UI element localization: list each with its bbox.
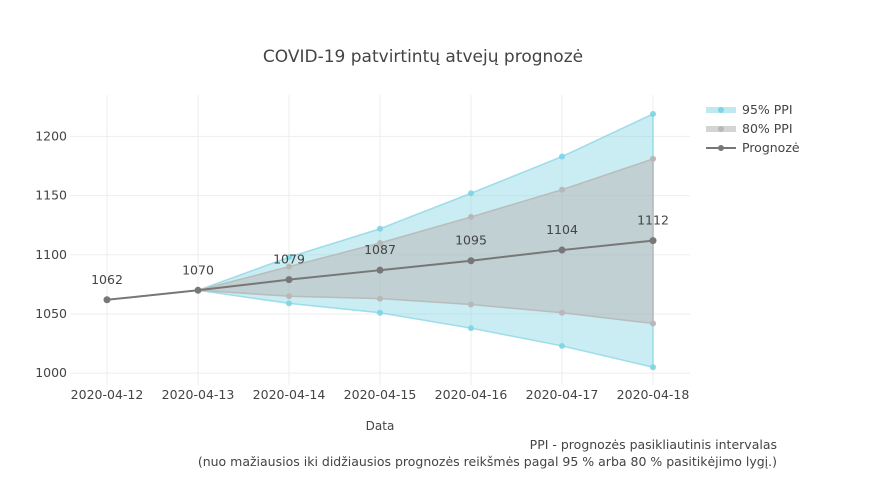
band-point-80: [377, 239, 383, 246]
y-tick-label: 1100: [35, 247, 67, 262]
forecast-data-label: 1062: [91, 272, 123, 287]
band-point-95: [286, 254, 292, 261]
band-point-95: [650, 364, 656, 371]
y-tick-label: 1050: [35, 306, 67, 321]
band-point-80: [286, 293, 292, 300]
forecast-data-label: 1095: [455, 233, 487, 248]
forecast-data-label: 1070: [182, 262, 214, 277]
forecast-point: [558, 246, 566, 254]
legend-item-95[interactable]: 95% PPI: [704, 100, 800, 119]
chart-title: COVID-19 patvirtintų atvejų prognozė: [262, 47, 584, 67]
forecast-point: [467, 257, 475, 265]
forecast-point: [285, 276, 293, 284]
band-point-95: [650, 110, 656, 117]
band-point-80: [286, 263, 292, 270]
y-tick-label: 1150: [35, 188, 67, 203]
x-tick-label: 2020-04-14: [253, 387, 326, 402]
legend: 95% PPI 80% PPI Prognozė: [704, 100, 800, 157]
forecast-data-label: 1104: [546, 222, 578, 237]
band-point-80: [468, 213, 474, 220]
x-tick-label: 2020-04-17: [526, 387, 599, 402]
band-point-80: [377, 295, 383, 302]
band-point-95: [559, 153, 565, 160]
legend-swatch-forecast-icon: [706, 144, 736, 151]
forecast-point: [649, 237, 657, 245]
band-point-95: [377, 225, 383, 232]
legend-item-forecast[interactable]: Prognozė: [704, 138, 800, 157]
forecast-data-label: 1087: [364, 242, 396, 257]
annotation-ppi-detail: (nuo mažiausios iki didžiausios prognozė…: [197, 454, 777, 469]
band-point-80: [650, 320, 656, 327]
band-point-80: [650, 155, 656, 162]
forecast-data-label: 1079: [273, 252, 305, 267]
band-point-95: [377, 309, 383, 316]
legend-swatch-95-icon: [706, 106, 736, 113]
x-axis-label: Data: [365, 419, 395, 433]
x-tick-label: 2020-04-13: [162, 387, 235, 402]
band-point-80: [559, 186, 565, 193]
x-tick-label: 2020-04-15: [344, 387, 417, 402]
band-point-80: [559, 309, 565, 316]
forecast-point: [194, 286, 202, 294]
legend-swatch-80-icon: [706, 125, 736, 132]
annotation-ppi: PPI - prognozės pasikliautinis intervala…: [529, 437, 777, 452]
band-point-95: [468, 190, 474, 197]
forecast-point: [103, 296, 111, 304]
x-tick-label: 2020-04-12: [71, 387, 144, 402]
band-point-95: [559, 342, 565, 349]
y-tick-label: 1200: [35, 128, 67, 143]
legend-label-80: 80% PPI: [742, 121, 793, 136]
band-point-80: [468, 301, 474, 308]
x-tick-label: 2020-04-18: [617, 387, 690, 402]
x-tick-label: 2020-04-16: [435, 387, 508, 402]
band-point-95: [286, 300, 292, 307]
legend-label-95: 95% PPI: [742, 102, 793, 117]
band-point-95: [468, 325, 474, 332]
forecast-point: [376, 266, 384, 274]
legend-label-forecast: Prognozė: [742, 140, 800, 155]
y-tick-label: 1000: [35, 365, 67, 380]
legend-item-80[interactable]: 80% PPI: [704, 119, 800, 138]
forecast-data-label: 1112: [637, 213, 669, 228]
